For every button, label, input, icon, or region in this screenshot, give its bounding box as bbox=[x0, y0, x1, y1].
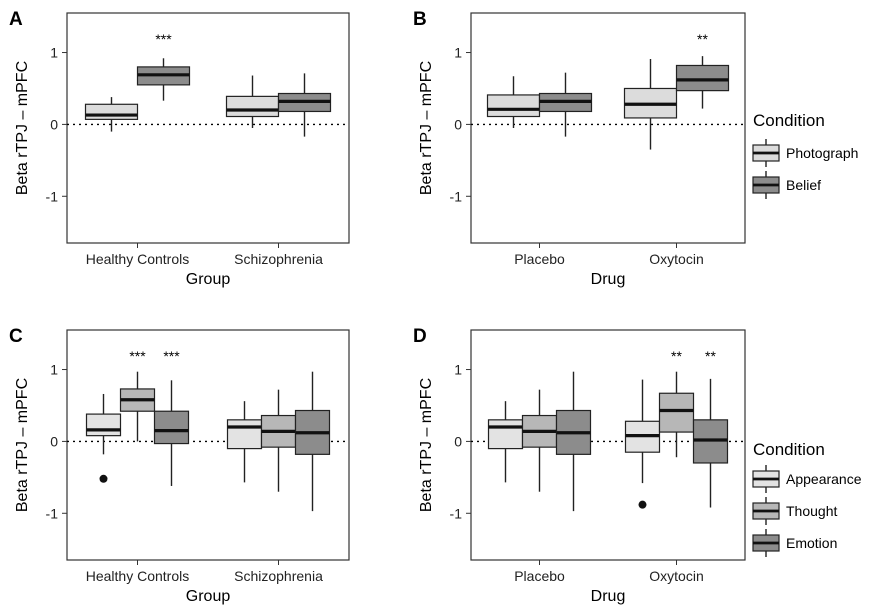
panel-d: D -1 0 1 Placebo Oxytocin Drug Beta rTPJ – mPFC… bbox=[413, 326, 746, 605]
box-photograph bbox=[623, 59, 678, 150]
box-body bbox=[675, 64, 730, 92]
x-tick-label: Schizophrenia bbox=[234, 251, 323, 267]
y-axis-label: Beta rTPJ – mPFC bbox=[418, 378, 435, 512]
y-tick-label: 0 bbox=[454, 433, 462, 449]
y-tick-label: 1 bbox=[50, 45, 58, 61]
box-body bbox=[85, 413, 122, 437]
box-thought bbox=[260, 389, 297, 492]
y-axis-label: Beta rTPJ – mPFC bbox=[418, 61, 435, 195]
box-thought bbox=[521, 389, 558, 492]
legend-item-emotion: Emotion bbox=[752, 529, 837, 557]
x-axis-label: Group bbox=[186, 588, 231, 605]
box-emotion bbox=[692, 378, 729, 508]
box-photograph bbox=[486, 76, 541, 128]
box-appearance bbox=[624, 379, 661, 484]
y-tick-label: 0 bbox=[50, 433, 58, 449]
box-emotion bbox=[555, 371, 592, 512]
x-tick-label: Oxytocin bbox=[649, 568, 703, 584]
box-thought bbox=[658, 371, 695, 458]
y-tick-label: 0 bbox=[454, 116, 462, 132]
legend-top: Condition Photograph Belief bbox=[752, 111, 858, 199]
significance-stars: ** bbox=[705, 348, 716, 364]
plot-frame bbox=[66, 329, 350, 561]
y-tick-label: -1 bbox=[450, 188, 463, 204]
panel-label: D bbox=[413, 326, 427, 347]
box-belief bbox=[675, 56, 730, 109]
panel-b: B -1 0 1 Placebo Oxytocin Drug Beta rTPJ – mPFC… bbox=[413, 9, 746, 288]
box-belief bbox=[277, 73, 332, 137]
box-appearance bbox=[85, 393, 122, 455]
box-belief bbox=[538, 72, 593, 137]
y-tick-label: -1 bbox=[46, 505, 59, 521]
x-tick-label: Placebo bbox=[514, 568, 565, 584]
box-body bbox=[486, 94, 541, 118]
x-axis-label: Drug bbox=[591, 271, 626, 288]
x-tick-label: Placebo bbox=[514, 251, 565, 267]
y-tick-label: -1 bbox=[46, 188, 59, 204]
box-photograph bbox=[84, 97, 139, 132]
legend-label: Thought bbox=[786, 503, 837, 519]
x-axis-label: Drug bbox=[591, 588, 626, 605]
significance-stars: ** bbox=[671, 348, 682, 364]
legend-item-thought: Thought bbox=[752, 497, 837, 525]
box-emotion bbox=[153, 380, 190, 486]
legend-title: Condition bbox=[753, 111, 825, 130]
box-emotion bbox=[294, 371, 331, 512]
box-body bbox=[487, 419, 524, 450]
box-body bbox=[84, 103, 139, 120]
legend-label: Appearance bbox=[786, 471, 862, 487]
panel-label: B bbox=[413, 9, 427, 30]
x-tick-label: Healthy Controls bbox=[86, 251, 190, 267]
legend-label: Emotion bbox=[786, 535, 837, 551]
x-tick-label: Healthy Controls bbox=[86, 568, 190, 584]
legend-bottom: Condition Appearance Thought Emotion bbox=[752, 440, 862, 557]
legend-label: Photograph bbox=[786, 145, 858, 161]
box-photograph bbox=[225, 75, 280, 128]
y-tick-label: 0 bbox=[50, 116, 58, 132]
legend-item-belief: Belief bbox=[752, 171, 821, 199]
box-body bbox=[226, 419, 263, 450]
box-body bbox=[658, 392, 695, 433]
legend-item-appearance: Appearance bbox=[752, 465, 862, 493]
y-axis-label: Beta rTPJ – mPFC bbox=[14, 61, 31, 195]
panel-label: C bbox=[9, 326, 23, 347]
box-appearance bbox=[226, 401, 263, 483]
significance-stars: *** bbox=[163, 348, 180, 364]
significance-stars: ** bbox=[697, 31, 708, 47]
y-tick-label: -1 bbox=[450, 505, 463, 521]
outlier-point bbox=[99, 474, 108, 483]
y-tick-label: 1 bbox=[454, 362, 462, 378]
box-body bbox=[225, 95, 280, 118]
legend-label: Belief bbox=[786, 177, 821, 193]
significance-stars: *** bbox=[129, 348, 146, 364]
significance-stars: *** bbox=[155, 31, 172, 47]
y-tick-label: 1 bbox=[50, 362, 58, 378]
x-axis-label: Group bbox=[186, 271, 231, 288]
box-thought bbox=[119, 371, 156, 442]
legend-title: Condition bbox=[753, 440, 825, 459]
x-tick-label: Oxytocin bbox=[649, 251, 703, 267]
plot-frame bbox=[470, 329, 746, 561]
panel-label: A bbox=[9, 9, 23, 30]
box-body bbox=[153, 410, 190, 445]
y-tick-label: 1 bbox=[454, 45, 462, 61]
x-tick-label: Schizophrenia bbox=[234, 568, 323, 584]
y-axis-label: Beta rTPJ – mPFC bbox=[14, 378, 31, 512]
outlier-point bbox=[638, 500, 647, 509]
plot-frame bbox=[66, 12, 350, 244]
plot-frame bbox=[470, 12, 746, 244]
legend-item-photograph: Photograph bbox=[752, 139, 858, 167]
box-belief bbox=[136, 58, 191, 101]
box-appearance bbox=[487, 401, 524, 483]
